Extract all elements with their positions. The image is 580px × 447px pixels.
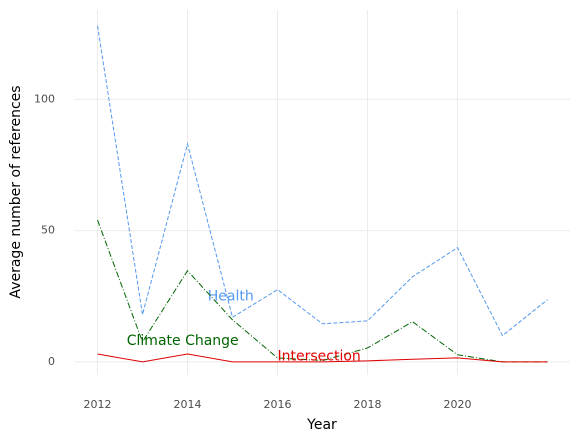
series-label: Intersection bbox=[278, 349, 361, 365]
x-axis-label: Year bbox=[306, 417, 337, 433]
x-tick-label: 2018 bbox=[354, 398, 382, 411]
series-label: Health bbox=[208, 289, 254, 305]
series-line bbox=[97, 353, 548, 363]
series-line bbox=[97, 25, 548, 337]
y-tick-label: 100 bbox=[34, 92, 55, 105]
y-tick-label: 0 bbox=[48, 355, 55, 368]
y-axis-label: Average number of references bbox=[8, 85, 24, 298]
x-tick-label: 2014 bbox=[174, 398, 202, 411]
x-tick-label: 2016 bbox=[264, 398, 292, 411]
series-line bbox=[97, 219, 548, 363]
y-tick-label: 50 bbox=[41, 224, 55, 237]
x-tick-label: 2012 bbox=[84, 398, 112, 411]
series-label: Climate Change bbox=[127, 333, 239, 349]
x-tick-label: 2020 bbox=[444, 398, 472, 411]
